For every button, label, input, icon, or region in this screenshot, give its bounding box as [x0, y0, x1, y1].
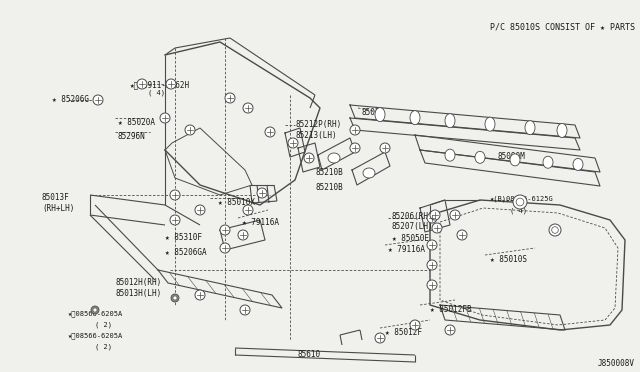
Text: 85090M: 85090M	[498, 152, 525, 161]
Ellipse shape	[375, 108, 385, 122]
Circle shape	[170, 215, 180, 225]
Circle shape	[552, 227, 558, 233]
Text: ( 4): ( 4)	[510, 207, 527, 214]
Ellipse shape	[363, 168, 375, 178]
Ellipse shape	[510, 154, 520, 166]
Circle shape	[93, 95, 103, 105]
Circle shape	[427, 213, 437, 223]
Circle shape	[171, 294, 179, 302]
Text: 85013H(LH): 85013H(LH)	[115, 289, 161, 298]
Ellipse shape	[445, 149, 455, 161]
Ellipse shape	[328, 153, 340, 163]
Text: ★ 85012F: ★ 85012F	[385, 328, 422, 337]
Text: 85610: 85610	[298, 350, 321, 359]
Text: 85210B: 85210B	[315, 168, 343, 177]
Text: J850008V: J850008V	[598, 359, 635, 368]
Circle shape	[195, 205, 205, 215]
Text: ( 2): ( 2)	[95, 343, 112, 350]
Text: 85013F: 85013F	[42, 193, 70, 202]
Text: ★(B)08146-6125G: ★(B)08146-6125G	[490, 196, 554, 202]
Text: ★Ⓝ08566-6205A: ★Ⓝ08566-6205A	[68, 310, 124, 317]
Circle shape	[427, 240, 437, 250]
Ellipse shape	[543, 156, 553, 168]
Text: 85206(RH): 85206(RH)	[392, 212, 434, 221]
Circle shape	[265, 127, 275, 137]
Circle shape	[257, 188, 267, 198]
Text: ( 2): ( 2)	[95, 321, 112, 327]
Circle shape	[240, 305, 250, 315]
Circle shape	[185, 125, 195, 135]
Text: ★ⓝ08911-2062H: ★ⓝ08911-2062H	[130, 80, 190, 89]
Ellipse shape	[485, 117, 495, 131]
Circle shape	[195, 290, 205, 300]
Circle shape	[238, 230, 248, 240]
Text: 85022: 85022	[362, 108, 385, 117]
Circle shape	[243, 103, 253, 113]
Circle shape	[430, 210, 440, 220]
Text: (RH+LH): (RH+LH)	[42, 204, 74, 213]
Circle shape	[225, 93, 235, 103]
Circle shape	[93, 308, 97, 312]
Ellipse shape	[445, 114, 455, 128]
Circle shape	[288, 138, 298, 148]
Text: ★ 85012FB: ★ 85012FB	[430, 305, 472, 314]
Circle shape	[375, 333, 385, 343]
Circle shape	[220, 225, 230, 235]
Circle shape	[160, 113, 170, 123]
Circle shape	[350, 143, 360, 153]
Ellipse shape	[475, 151, 485, 163]
Ellipse shape	[525, 121, 535, 135]
Circle shape	[427, 260, 437, 270]
Circle shape	[427, 280, 437, 290]
Circle shape	[445, 325, 455, 335]
Text: 85012H(RH): 85012H(RH)	[115, 278, 161, 287]
Circle shape	[513, 195, 527, 209]
Circle shape	[304, 153, 314, 163]
Text: 85212P(RH): 85212P(RH)	[295, 120, 341, 129]
Text: ★ 79116A: ★ 79116A	[242, 218, 279, 227]
Text: ( 4): ( 4)	[148, 90, 165, 96]
Circle shape	[170, 190, 180, 200]
Circle shape	[166, 79, 176, 89]
Circle shape	[410, 320, 420, 330]
Circle shape	[91, 306, 99, 314]
Circle shape	[549, 224, 561, 236]
Text: 85210B: 85210B	[315, 183, 343, 192]
Circle shape	[516, 198, 524, 206]
Circle shape	[173, 296, 177, 300]
Circle shape	[137, 79, 147, 89]
Text: ★ 85050E: ★ 85050E	[392, 234, 429, 243]
Text: ★ 85020A: ★ 85020A	[118, 118, 155, 127]
Ellipse shape	[410, 110, 420, 125]
Text: ★ 85310F: ★ 85310F	[165, 233, 202, 242]
Circle shape	[220, 243, 230, 253]
Text: 85207(LH): 85207(LH)	[392, 222, 434, 231]
Ellipse shape	[557, 124, 567, 137]
Text: P/C 85010S CONSIST OF ★ PARTS: P/C 85010S CONSIST OF ★ PARTS	[490, 22, 635, 31]
Circle shape	[350, 125, 360, 135]
Circle shape	[380, 143, 390, 153]
Ellipse shape	[573, 158, 583, 170]
Circle shape	[450, 210, 460, 220]
Text: 85213(LH): 85213(LH)	[295, 131, 337, 140]
Text: ★ 79116A: ★ 79116A	[388, 245, 425, 254]
Text: ★ 85010X: ★ 85010X	[218, 198, 255, 207]
Text: ★ 85010S: ★ 85010S	[490, 255, 527, 264]
Text: ★Ⓝ08566-6205A: ★Ⓝ08566-6205A	[68, 332, 124, 339]
Text: 85296N: 85296N	[118, 132, 146, 141]
Text: ★ 85206GA: ★ 85206GA	[165, 248, 207, 257]
Circle shape	[432, 223, 442, 233]
Circle shape	[243, 205, 253, 215]
Text: ★ 85206G: ★ 85206G	[52, 95, 89, 104]
Circle shape	[457, 230, 467, 240]
